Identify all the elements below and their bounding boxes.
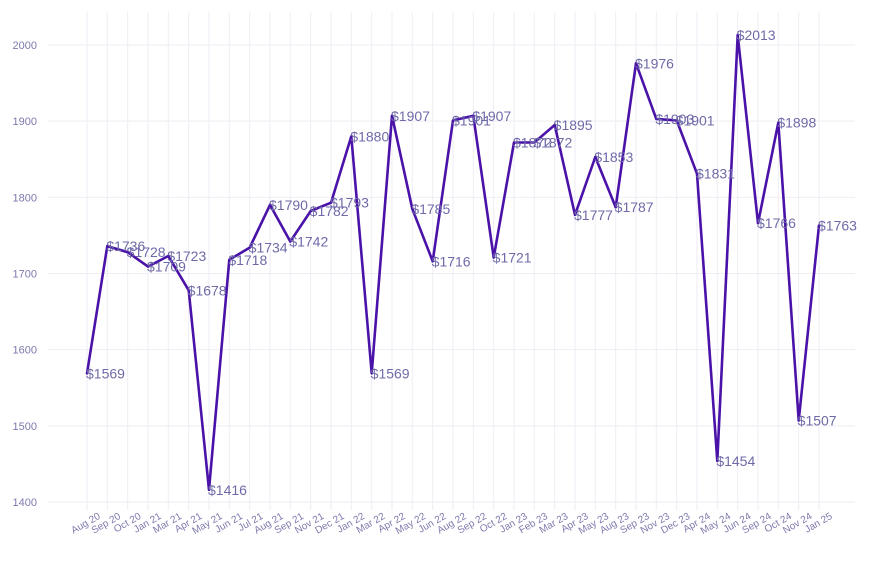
data-label: $1976 — [635, 55, 674, 71]
y-tick-label: 1700 — [13, 269, 37, 281]
data-label: $1569 — [371, 365, 410, 381]
data-label: $1709 — [147, 259, 186, 275]
data-point — [228, 258, 231, 261]
data-label: $1872 — [533, 134, 572, 150]
data-point — [146, 265, 150, 268]
y-tick-label: 1600 — [13, 345, 37, 357]
data-point — [472, 114, 475, 118]
data-label: $1742 — [289, 234, 328, 250]
data-label: $1880 — [350, 128, 389, 144]
data-label: $1853 — [594, 149, 633, 165]
y-tick-label: 1500 — [13, 421, 37, 433]
data-point — [187, 289, 190, 292]
data-point — [675, 119, 678, 122]
data-point — [431, 260, 434, 263]
data-point — [777, 121, 780, 124]
data-label: $1416 — [208, 482, 247, 498]
data-label: $1901 — [452, 112, 491, 128]
data-point — [573, 213, 577, 217]
data-label: $2013 — [737, 27, 776, 43]
data-point — [248, 246, 251, 249]
data-point — [85, 372, 89, 375]
data-point — [736, 33, 739, 37]
data-point — [167, 254, 170, 258]
data-label: $1872 — [513, 134, 552, 150]
data-labels: $1569 $1736$1728$1709$1723 $1678 $1416 $1718… — [86, 27, 857, 498]
data-label: $1718 — [228, 252, 267, 268]
data-point — [614, 206, 617, 209]
data-point — [716, 459, 719, 463]
data-point — [370, 372, 373, 375]
data-point — [451, 119, 455, 122]
data-label: $1831 — [696, 166, 735, 182]
data-point — [106, 244, 109, 248]
data-point — [289, 240, 292, 243]
data-label: $1901 — [676, 112, 715, 128]
data-label: $1716 — [432, 253, 471, 269]
data-point — [594, 155, 597, 159]
data-point — [797, 419, 800, 422]
data-point — [207, 488, 211, 492]
y-tick-label: 1400 — [13, 497, 37, 509]
data-point — [655, 117, 658, 121]
data-label: $1785 — [411, 201, 450, 217]
data-label: $1777 — [574, 207, 613, 223]
data-point — [492, 256, 495, 259]
data-label: $1734 — [249, 240, 288, 256]
data-label: $1763 — [818, 218, 857, 234]
y-axis: 1400 1500 1600 1700 1800 1900 2000 — [13, 40, 37, 509]
data-label: $1507 — [798, 413, 837, 429]
series-price — [85, 33, 821, 492]
data-label: $1907 — [472, 108, 511, 124]
data-label: $1903 — [655, 111, 694, 127]
y-tick-label: 2000 — [13, 40, 37, 52]
data-label: $1793 — [330, 195, 369, 211]
data-point — [695, 172, 699, 175]
data-point — [350, 135, 353, 138]
y-tick-label: 1800 — [13, 192, 37, 204]
data-point — [512, 141, 516, 144]
data-point — [390, 114, 394, 118]
data-label: $1454 — [716, 453, 755, 469]
data-point — [126, 250, 129, 254]
data-label: $1790 — [269, 197, 308, 213]
data-label: $1721 — [493, 250, 532, 266]
data-point — [756, 222, 760, 225]
y-tick-label: 1900 — [13, 116, 37, 128]
data-point — [553, 123, 556, 127]
data-point — [533, 141, 536, 144]
data-label: $1736 — [106, 238, 145, 254]
data-point — [411, 207, 414, 210]
data-label: $1907 — [391, 108, 430, 124]
data-point — [634, 62, 638, 65]
data-label: $1766 — [757, 215, 796, 231]
data-label: $1723 — [167, 248, 206, 264]
data-label: $1898 — [777, 115, 816, 131]
data-point — [309, 209, 312, 213]
data-point — [268, 203, 272, 207]
data-label: $1569 — [86, 365, 125, 381]
data-point — [329, 201, 333, 204]
data-label: $1782 — [310, 203, 349, 219]
data-label: $1895 — [554, 117, 593, 133]
data-label: $1678 — [188, 282, 227, 298]
data-label: $1787 — [615, 199, 654, 215]
data-point — [817, 224, 821, 227]
data-label: $1728 — [127, 244, 166, 260]
